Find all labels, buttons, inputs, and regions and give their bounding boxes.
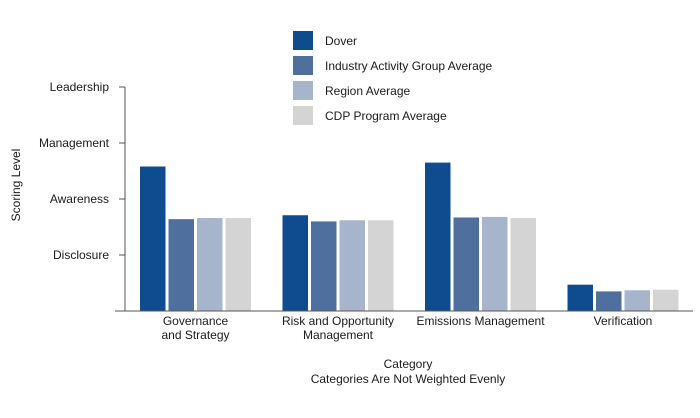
x-axis-title: Category bbox=[384, 357, 433, 371]
bar bbox=[197, 218, 223, 311]
category-label: Risk and Opportunity bbox=[282, 314, 394, 328]
bar bbox=[282, 215, 308, 311]
legend: Dover Industry Activity Group Average Regi… bbox=[293, 31, 493, 125]
bars bbox=[140, 162, 679, 311]
legend-label: Industry Activity Group Average bbox=[325, 59, 493, 73]
bar bbox=[168, 219, 194, 311]
bar bbox=[311, 221, 337, 311]
legend-swatch bbox=[293, 56, 313, 75]
y-axis: Disclosure Awareness Management Leadership bbox=[39, 80, 126, 311]
bar bbox=[425, 162, 451, 311]
bar bbox=[225, 218, 251, 311]
category-label: Management bbox=[303, 328, 374, 342]
legend-swatch bbox=[293, 31, 313, 50]
bar bbox=[567, 284, 593, 311]
bar bbox=[453, 217, 479, 311]
legend-label: Dover bbox=[325, 34, 357, 48]
legend-swatch bbox=[293, 106, 313, 125]
bar bbox=[510, 218, 536, 311]
bar bbox=[596, 291, 622, 311]
y-axis-title: Scoring Level bbox=[9, 149, 23, 222]
y-tick-label: Awareness bbox=[50, 192, 109, 206]
category-label: Emissions Management bbox=[416, 314, 545, 328]
x-axis-subtitle: Categories Are Not Weighted Evenly bbox=[311, 372, 506, 386]
legend-label: CDP Program Average bbox=[325, 109, 447, 123]
category-label: Verification bbox=[594, 314, 653, 328]
bar bbox=[140, 166, 166, 311]
legend-swatch bbox=[293, 81, 313, 100]
bar bbox=[624, 290, 650, 311]
category-label: Governance bbox=[163, 314, 229, 328]
bar bbox=[339, 220, 365, 311]
bar bbox=[482, 216, 508, 311]
category-label: and Strategy bbox=[161, 328, 229, 342]
y-tick-label: Leadership bbox=[50, 80, 110, 94]
bar bbox=[368, 220, 394, 311]
bar bbox=[653, 289, 679, 311]
y-tick-label: Disclosure bbox=[53, 248, 109, 262]
y-tick-label: Management bbox=[39, 136, 110, 150]
legend-label: Region Average bbox=[325, 84, 411, 98]
